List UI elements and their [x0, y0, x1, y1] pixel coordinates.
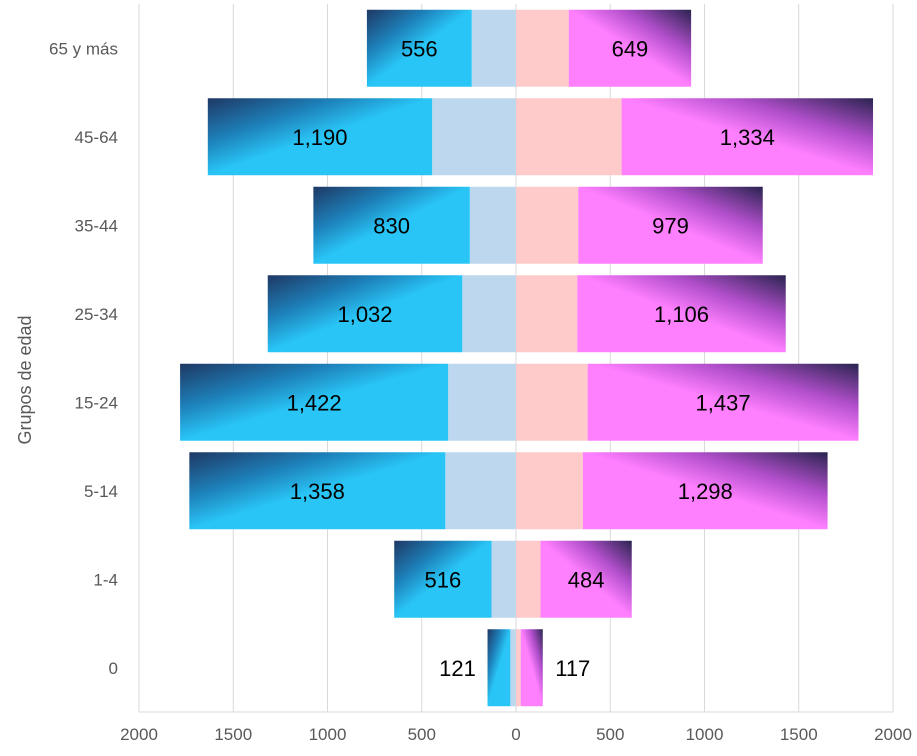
y-tick-label: 1-4: [93, 570, 118, 589]
x-tick-label: 1500: [214, 725, 252, 744]
x-tick-label: 500: [408, 725, 436, 744]
x-tick-label: 1000: [686, 725, 724, 744]
bar-left-inner: [491, 540, 516, 618]
data-label-right: 1,437: [696, 390, 751, 415]
bar-right-inner: [516, 98, 622, 176]
data-label-right: 484: [568, 567, 605, 592]
bar-left-inner: [510, 629, 516, 707]
bar-right-inner: [516, 9, 569, 87]
x-tick-label: 2000: [120, 725, 158, 744]
bar-right-outer: [568, 9, 692, 87]
bar-right-outer: [587, 363, 859, 441]
bar-right-outer: [540, 540, 632, 618]
bar-left-inner: [469, 186, 516, 264]
x-tick-label: 2000: [874, 725, 912, 744]
bar-right-outer: [582, 452, 828, 530]
y-tick-label: 35-44: [75, 216, 118, 235]
bar-left-outer: [180, 363, 449, 441]
data-label-right: 979: [652, 213, 689, 238]
data-label-right: 1,106: [654, 302, 709, 327]
bar-right-inner: [516, 452, 583, 530]
bar-left-outer: [394, 540, 492, 618]
data-label-left: 1,358: [290, 479, 345, 504]
bar-left-inner: [432, 98, 516, 176]
bar-left-inner: [471, 9, 516, 87]
x-axis-ticks: 2000 1500 1000 500 0 500 1000 1500 2000: [120, 725, 912, 744]
data-label-left: 556: [401, 36, 438, 61]
y-axis-ticks: 65 y más 45-64 35-44 25-34 15-24 5-14 1-4 0: [49, 39, 118, 678]
bar-left-inner: [462, 275, 516, 353]
x-tick-label: 1500: [780, 725, 818, 744]
bar-right-inner: [516, 363, 588, 441]
x-tick-label: 0: [511, 725, 520, 744]
bar-left-inner: [448, 363, 516, 441]
y-tick-label: 45-64: [75, 128, 118, 147]
data-label-right: 117: [555, 656, 590, 681]
y-tick-label: 25-34: [75, 305, 118, 324]
bars: [180, 9, 874, 707]
bar-left-outer: [207, 98, 433, 176]
bar-right-inner: [516, 540, 541, 618]
data-label-left: 516: [425, 567, 462, 592]
data-label-left: 1,190: [292, 125, 347, 150]
y-tick-label: 5-14: [84, 482, 118, 501]
x-tick-label: 500: [596, 725, 624, 744]
y-tick-label: 0: [109, 659, 118, 678]
bar-right-inner: [516, 186, 579, 264]
data-label-right: 1,334: [720, 125, 775, 150]
y-tick-label: 65 y más: [49, 39, 118, 58]
data-label-right: 1,298: [678, 479, 733, 504]
data-label-right: 649: [612, 36, 649, 61]
bar-right-outer: [621, 98, 874, 176]
bar-left-outer: [366, 9, 472, 87]
bar-right-inner: [516, 275, 578, 353]
bar-right-outer: [520, 629, 543, 707]
data-labels: 556 649 1,190 1,334 830 979 1,032 1,106 1,422 1,4…: [287, 36, 775, 681]
bar-left-outer: [487, 629, 511, 707]
bar-right-inner: [516, 629, 521, 707]
bar-left-outer: [267, 275, 463, 353]
data-label-left: 121: [439, 656, 476, 681]
data-label-left: 830: [373, 213, 410, 238]
y-tick-label: 15-24: [75, 393, 118, 412]
bar-right-outer: [578, 186, 763, 264]
x-tick-label: 1000: [309, 725, 347, 744]
bar-right-outer: [577, 275, 786, 353]
bar-left-outer: [313, 186, 470, 264]
data-label-left: 1,032: [337, 302, 392, 327]
data-label-left: 1,422: [287, 390, 342, 415]
y-axis-title: Grupos de edad: [15, 315, 35, 444]
bar-left-outer: [189, 452, 446, 530]
bar-left-inner: [445, 452, 516, 530]
